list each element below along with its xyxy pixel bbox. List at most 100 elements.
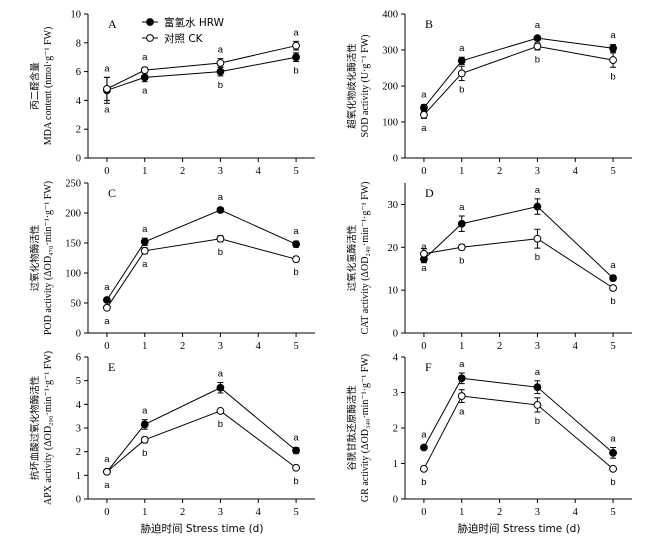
series-line-ck <box>423 238 614 289</box>
y-tick-label: 0 <box>76 329 81 340</box>
data-point-hrw <box>609 448 617 457</box>
data-point-ck <box>533 234 542 243</box>
y-tick-label: 1 <box>393 459 398 470</box>
data-point-ck <box>609 284 617 292</box>
legend-ck-label: 对照 CK <box>164 32 204 45</box>
y-axis-title-cn: 超氧化物歧化酶活性 <box>346 43 358 129</box>
legend-hrw-marker <box>146 18 154 26</box>
data-point-hrw <box>140 420 149 429</box>
y-tick-label: 2 <box>393 424 398 435</box>
significance-label: a <box>218 369 224 380</box>
y-tick-label: 3 <box>76 424 81 435</box>
significance-label: b <box>218 80 223 91</box>
significance-label: a <box>421 123 427 134</box>
series-line-ck <box>106 410 297 473</box>
data-point-hrw <box>420 443 428 452</box>
data-point-ck <box>140 246 149 255</box>
significance-label: a <box>104 454 110 465</box>
significance-label: b <box>610 71 615 82</box>
x-tick-label: 2 <box>497 507 502 518</box>
data-point-hrw <box>103 296 111 304</box>
x-tick-label: 5 <box>610 341 615 352</box>
y-tick-label: 100 <box>65 269 81 280</box>
y-tick-label: 0 <box>76 495 81 506</box>
y-tick-label: 50 <box>71 299 82 310</box>
significance-label: a <box>535 20 541 31</box>
data-point-ck <box>457 392 466 400</box>
y-tick-label: 5 <box>76 376 81 387</box>
x-tick-label: 4 <box>256 341 262 352</box>
significance-label: a <box>142 406 148 417</box>
data-point-ck <box>216 234 225 243</box>
x-axis-label-right: 胁迫时间 Stress time (d) <box>458 522 581 535</box>
x-tick-label: 2 <box>180 507 185 518</box>
data-point-ck <box>292 255 300 264</box>
data-point-hrw <box>140 73 149 82</box>
data-point-hrw <box>609 44 617 53</box>
data-point-hrw <box>609 274 617 283</box>
significance-label: a <box>421 430 427 441</box>
legend-hrw-label: 富氢水 HRW <box>164 16 225 29</box>
x-tick-label: 0 <box>104 507 109 518</box>
y-tick-label: 200 <box>65 209 81 220</box>
significance-label: a <box>610 434 616 445</box>
y-axis-title-en: SOD activity (U·g⁻¹ FW) <box>360 35 371 138</box>
y-tick-label: 300 <box>382 46 398 57</box>
significance-label: a <box>142 259 148 270</box>
panel-letter: A <box>108 17 117 31</box>
data-point-hrw <box>420 103 428 112</box>
x-tick-label: 1 <box>142 341 147 352</box>
panel-e: 0 1 2 3 4 5 6 0 1 2 3 4 5 E 抗坏血酸过氧化物酶活性 APX activity (Δ… <box>29 351 315 518</box>
x-tick-label: 1 <box>142 166 147 177</box>
y-tick-label: 4 <box>393 353 399 364</box>
significance-label: b <box>610 296 615 307</box>
x-tick-label: 3 <box>535 166 540 177</box>
data-point-hrw <box>457 374 466 383</box>
series-line-ck <box>106 238 297 309</box>
data-point-ck <box>533 401 542 409</box>
data-point-hrw <box>216 67 225 76</box>
x-tick-label: 1 <box>459 341 464 352</box>
data-point-ck <box>420 249 428 258</box>
y-tick-label: 400 <box>382 10 398 21</box>
significance-label: a <box>535 367 541 378</box>
x-tick-label: 4 <box>573 166 579 177</box>
x-tick-label: 5 <box>293 341 298 352</box>
x-tick-label: 0 <box>421 166 426 177</box>
x-tick-label: 3 <box>535 507 540 518</box>
series-line-hrw <box>423 37 614 108</box>
y-tick-label: 0 <box>76 154 81 165</box>
panel-letter: E <box>108 360 115 374</box>
data-point-ck <box>609 56 617 64</box>
y-tick-label: 250 <box>65 179 81 190</box>
series-line-hrw <box>423 206 614 279</box>
data-point-ck <box>533 42 542 51</box>
series-line-hrw <box>106 387 297 473</box>
x-tick-label: 4 <box>256 166 262 177</box>
y-axis-title-en: MDA content (nmol·g⁻¹ FW) <box>43 27 54 146</box>
y-tick-label: 4 <box>76 400 82 411</box>
significance-label: a <box>293 27 299 38</box>
y-axis-title-en: APX activity (ΔOD₂₉₀·min⁻¹·g⁻¹ FW) <box>43 351 54 505</box>
x-tick-label: 0 <box>104 341 109 352</box>
x-tick-label: 0 <box>421 507 426 518</box>
significance-label: b <box>421 477 426 488</box>
panel-letter: F <box>425 360 432 374</box>
significance-label: b <box>293 476 298 487</box>
x-tick-label: 4 <box>256 507 262 518</box>
y-tick-label: 3 <box>393 388 398 399</box>
significance-label: b <box>535 54 540 65</box>
significance-label: a <box>535 185 541 196</box>
y-tick-label: 10 <box>388 286 399 297</box>
y-tick-label: 30 <box>388 200 399 211</box>
data-point-hrw <box>533 202 542 211</box>
significance-label: a <box>421 90 427 101</box>
y-tick-label: 8 <box>76 38 81 49</box>
x-tick-label: 1 <box>459 507 464 518</box>
data-point-hrw <box>457 219 466 228</box>
significance-label: a <box>610 30 616 41</box>
significance-label: a <box>421 263 427 274</box>
x-tick-label: 4 <box>573 507 579 518</box>
